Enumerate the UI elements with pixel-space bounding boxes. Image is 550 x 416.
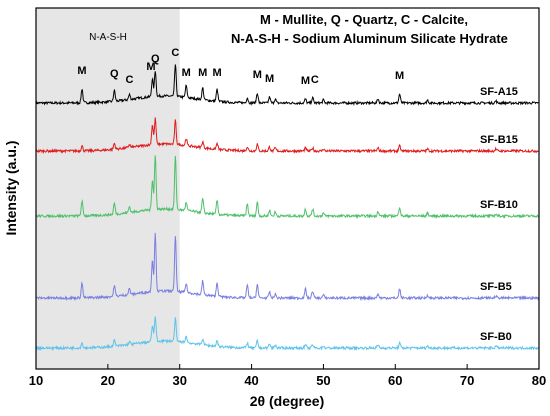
series-line-sf-b0 [35,316,539,352]
peak-label: M [212,67,221,79]
peak-label: M [146,61,155,73]
shaded-region [36,8,180,369]
peak-label: M [301,75,310,87]
peak-label: M [182,67,191,79]
legend-line-2: N-A-S-H - Sodium Aluminum Silicate Hydra… [231,31,508,46]
series-line-sf-a15 [35,64,540,107]
peak-label: M [77,65,86,77]
x-tick-label: 30 [172,373,186,388]
peak-label: Q [110,68,119,80]
x-axis: 10 20 30 40 50 60 70 80 [29,364,546,388]
x-tick-label: 50 [316,373,330,388]
x-tick-label: 80 [532,373,546,388]
y-axis-title: Intensity (a.u.) [3,141,19,236]
x-tick-label: 70 [460,373,474,388]
peak-label: C [311,74,319,86]
peak-label: M [198,67,207,79]
peak-label: Q [151,53,160,65]
x-tick-label: 60 [388,373,402,388]
series-label-sf-b10: SF-B10 [480,199,518,211]
series-label-sf-b15: SF-B15 [480,134,518,146]
peak-label: M [395,70,404,82]
peak-label: C [171,47,179,59]
peak-label: M [253,69,262,81]
series-group: SF-A15 SF-B15 SF-B10 SF-B5 SF-B0 [35,64,540,352]
peak-label-group: M Q CMQ CM M M M M M C M [77,47,404,87]
legend-line-1: M - Mullite, Q - Quartz, C - Calcite, [260,12,468,27]
x-tick-label: 10 [29,373,43,388]
peak-label: C [125,74,133,86]
plot-frame [35,7,540,370]
x-axis-title: 2θ (degree) [250,393,324,409]
series-line-sf-b15 [35,117,540,155]
x-tick-label: 40 [244,373,258,388]
series-label-sf-b5: SF-B5 [480,281,512,293]
series-label-sf-b0: SF-B0 [480,331,512,343]
shaded-region-label: N-A-S-H [89,32,127,43]
series-label-sf-a15: SF-A15 [480,86,518,98]
series-line-sf-b5 [35,232,540,302]
x-tick-label: 20 [101,373,115,388]
peak-label: M [265,73,274,85]
series-line-sf-b10 [35,155,540,220]
